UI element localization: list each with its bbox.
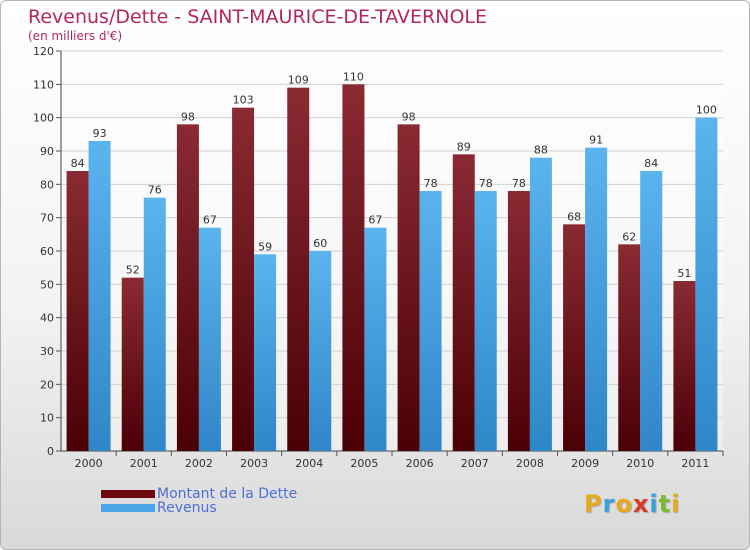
y-tick-label: 0 bbox=[47, 445, 54, 458]
x-tick-label: 2004 bbox=[295, 457, 323, 470]
x-tick-label: 2003 bbox=[240, 457, 268, 470]
legend-swatch-dette bbox=[101, 490, 155, 498]
proxiti-logo: Proxiti bbox=[584, 490, 681, 518]
data-label-dette: 98 bbox=[181, 110, 195, 123]
data-label-dette: 103 bbox=[233, 94, 254, 107]
data-label-revenus: 67 bbox=[203, 214, 217, 227]
bar-revenus bbox=[529, 157, 552, 451]
x-tick-label: 2000 bbox=[75, 457, 103, 470]
data-label-dette: 51 bbox=[677, 267, 691, 280]
data-label-revenus: 67 bbox=[368, 214, 382, 227]
bar-revenus bbox=[640, 171, 663, 451]
bar-revenus bbox=[143, 197, 166, 451]
chart-subtitle: (en milliers d'€) bbox=[28, 29, 123, 43]
bar-revenus bbox=[474, 191, 497, 451]
bar-dette bbox=[287, 87, 310, 452]
x-tick-label: 2007 bbox=[461, 457, 489, 470]
y-tick-label: 50 bbox=[40, 278, 54, 291]
legend-label-dette: Montant de la Dette bbox=[157, 486, 298, 502]
y-tick-label: 10 bbox=[40, 412, 54, 425]
bar-dette bbox=[176, 124, 199, 451]
bar-dette bbox=[452, 154, 475, 452]
data-label-dette: 68 bbox=[567, 210, 581, 223]
data-label-revenus: 78 bbox=[424, 177, 438, 190]
y-tick-label: 30 bbox=[40, 345, 54, 358]
legend-swatch-revenus bbox=[101, 504, 155, 512]
data-label-revenus: 60 bbox=[313, 237, 327, 250]
data-label-revenus: 84 bbox=[644, 157, 658, 170]
bar-revenus bbox=[585, 147, 608, 451]
data-label-revenus: 91 bbox=[589, 134, 603, 147]
data-label-dette: 52 bbox=[126, 264, 140, 277]
bar-revenus bbox=[198, 227, 221, 451]
data-label-revenus: 78 bbox=[479, 177, 493, 190]
x-tick-label: 2008 bbox=[516, 457, 544, 470]
data-label-revenus: 59 bbox=[258, 240, 272, 253]
bar-dette bbox=[618, 244, 641, 451]
bar-dette bbox=[563, 224, 586, 451]
data-label-revenus: 88 bbox=[534, 144, 548, 157]
data-label-dette: 78 bbox=[512, 177, 526, 190]
legend-item-dette: Montant de la Dette bbox=[101, 487, 297, 501]
data-label-dette: 110 bbox=[343, 70, 364, 83]
y-tick-label: 90 bbox=[40, 145, 54, 158]
y-tick-label: 40 bbox=[40, 312, 54, 325]
bar-revenus bbox=[88, 141, 111, 451]
bar-dette bbox=[507, 191, 530, 451]
y-tick-label: 100 bbox=[33, 112, 54, 125]
bar-dette bbox=[342, 84, 365, 451]
y-tick-label: 70 bbox=[40, 212, 54, 225]
bar-dette bbox=[673, 281, 696, 451]
data-label-dette: 89 bbox=[457, 140, 471, 153]
bar-dette bbox=[232, 107, 255, 452]
x-tick-label: 2001 bbox=[130, 457, 158, 470]
bar-revenus bbox=[254, 254, 277, 451]
y-tick-label: 110 bbox=[33, 78, 54, 91]
legend: Montant de la Dette Revenus bbox=[101, 487, 297, 515]
x-tick-label: 2009 bbox=[571, 457, 599, 470]
data-label-revenus: 76 bbox=[148, 184, 162, 197]
bar-dette bbox=[66, 171, 89, 451]
legend-item-revenus: Revenus bbox=[101, 501, 297, 515]
data-label-revenus: 93 bbox=[93, 127, 107, 140]
bar-revenus bbox=[364, 227, 387, 451]
data-label-dette: 98 bbox=[402, 110, 416, 123]
y-tick-label: 20 bbox=[40, 378, 54, 391]
y-tick-label: 60 bbox=[40, 245, 54, 258]
data-label-dette: 84 bbox=[71, 157, 85, 170]
x-tick-label: 2011 bbox=[681, 457, 709, 470]
x-tick-label: 2005 bbox=[350, 457, 378, 470]
chart-title: Revenus/Dette - SAINT-MAURICE-DE-TAVERNO… bbox=[28, 6, 487, 28]
bar-revenus bbox=[309, 251, 332, 451]
x-tick-label: 2010 bbox=[626, 457, 654, 470]
data-label-revenus: 100 bbox=[696, 104, 717, 117]
y-tick-label: 120 bbox=[33, 45, 54, 58]
data-label-dette: 109 bbox=[288, 74, 309, 87]
x-tick-label: 2002 bbox=[185, 457, 213, 470]
legend-label-revenus: Revenus bbox=[157, 500, 217, 516]
bar-revenus bbox=[695, 117, 718, 452]
bar-dette bbox=[397, 124, 420, 451]
bar-dette bbox=[121, 277, 144, 451]
data-label-dette: 62 bbox=[622, 230, 636, 243]
y-tick-label: 80 bbox=[40, 178, 54, 191]
x-tick-label: 2006 bbox=[406, 457, 434, 470]
bar-revenus bbox=[419, 191, 442, 451]
